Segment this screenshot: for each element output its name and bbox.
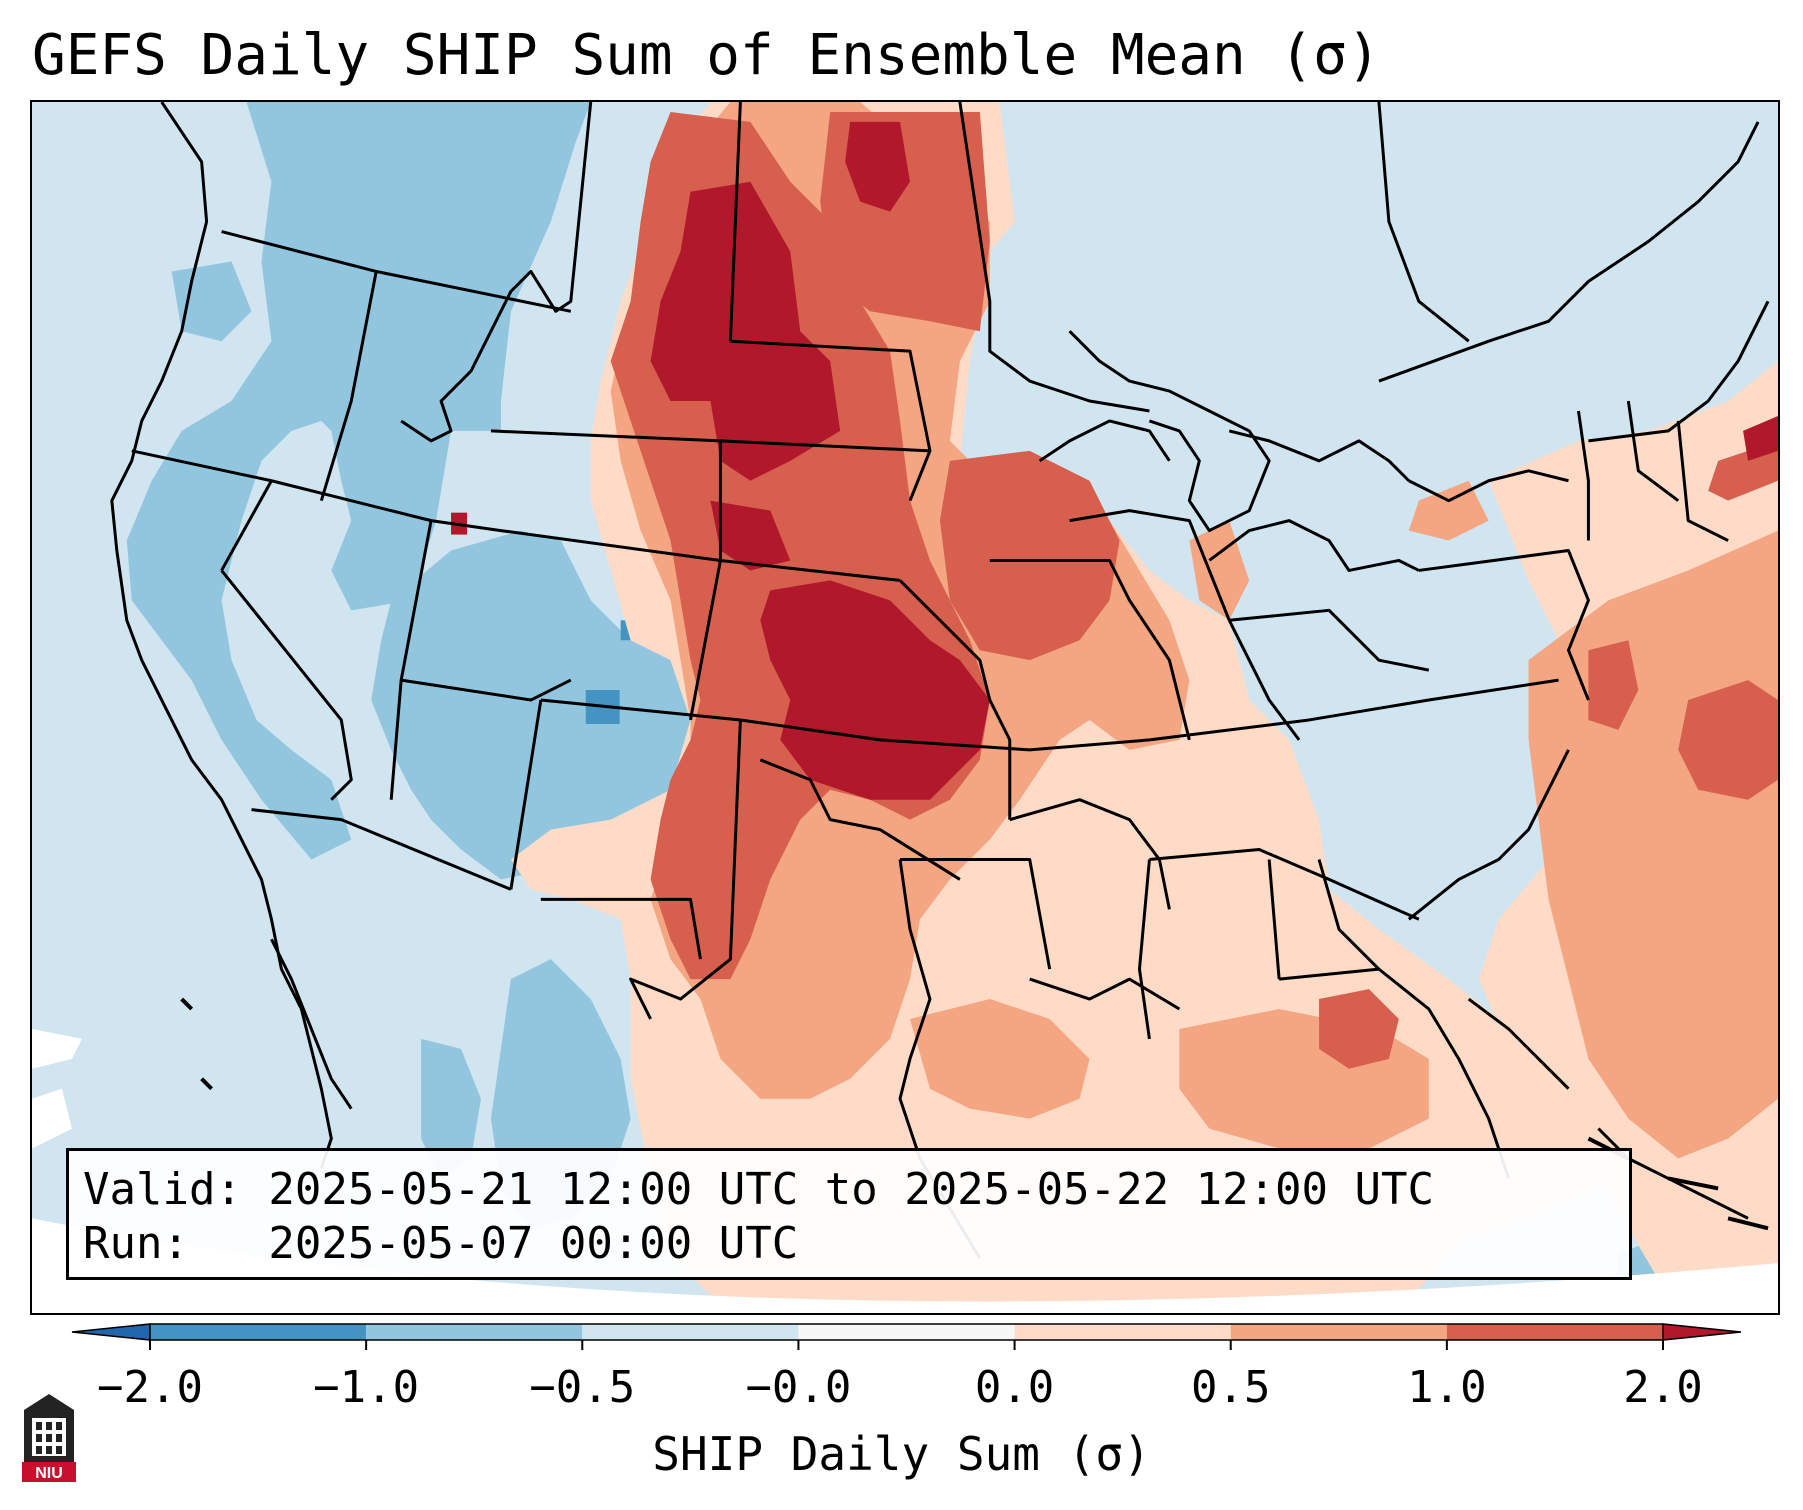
anomaly-map: [32, 102, 1778, 1313]
colorbar-tick-label: −0.0: [745, 1362, 851, 1413]
run-time-line: Run: 2025-05-07 00:00 UTC: [83, 1218, 799, 1269]
map-panel: [30, 100, 1780, 1315]
colorbar-border: [149, 1323, 1664, 1341]
colorbar-tick-label: 1.0: [1407, 1362, 1486, 1413]
colorbar-segments: [71, 1323, 1742, 1341]
colorbar-segment: [582, 1324, 799, 1340]
colorbar-tick-label: 2.0: [1623, 1362, 1702, 1413]
colorbar-segment: [798, 1324, 1015, 1340]
colorbar-tick-label: −0.5: [529, 1362, 635, 1413]
colorbar-extend-low: [71, 1323, 151, 1341]
colorbar-ticks: −2.0 −1.0 −0.5 −0.0 0.0 0.5 1.0 2.0: [97, 1340, 1703, 1413]
map-title: GEFS Daily SHIP Sum of Ensemble Mean (σ): [32, 23, 1381, 88]
colorbar-segment: [1230, 1324, 1447, 1340]
colorbar-tick-label: 0.5: [1191, 1362, 1270, 1413]
colorbar-segment: [1446, 1324, 1663, 1340]
niu-logo: NIU: [22, 1394, 76, 1482]
colorbar-label: SHIP Daily Sum (σ): [652, 1427, 1151, 1481]
colorbar-segment: [366, 1324, 583, 1340]
colorbar-segment: [1014, 1324, 1231, 1340]
valid-time-line: Valid: 2025-05-21 12:00 UTC to 2025-05-2…: [83, 1164, 1435, 1215]
off-projection-area: [32, 1028, 1778, 1313]
colorbar: −2.0 −1.0 −0.5 −0.0 0.0 0.5 1.0 2.0: [71, 1323, 1742, 1413]
colorbar-segment: [150, 1324, 367, 1340]
colorbar-extend-high: [1662, 1323, 1742, 1341]
colorbar-tick-label: −2.0: [97, 1362, 203, 1413]
validity-info-box: Valid: 2025-05-21 12:00 UTC to 2025-05-2…: [66, 1148, 1632, 1280]
boundary-lines: [110, 102, 1770, 1259]
colorbar-tick-label: 0.0: [975, 1362, 1054, 1413]
niu-logo-text: NIU: [35, 1465, 63, 1482]
colorbar-tick-label: −1.0: [313, 1362, 419, 1413]
